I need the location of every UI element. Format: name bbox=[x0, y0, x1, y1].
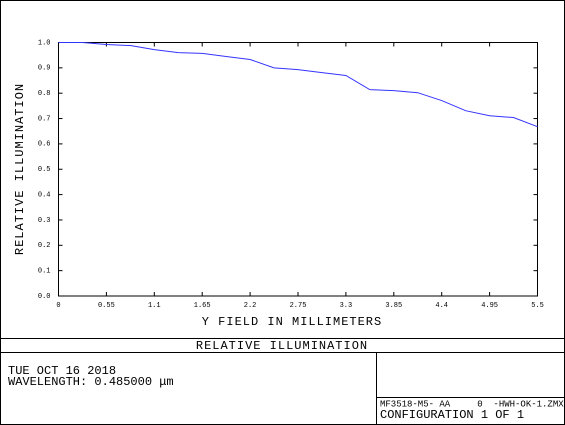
x-axis-label: Y FIELD IN MILLIMETERS bbox=[202, 315, 382, 329]
plot-frame bbox=[58, 42, 538, 297]
y-tick-label: 1.0 bbox=[38, 39, 51, 47]
y-tick-label: 0.0 bbox=[38, 293, 51, 301]
y-tick-label: 0.4 bbox=[38, 191, 51, 199]
x-tick-label: 0 bbox=[56, 302, 60, 310]
x-tick-label: 4.95 bbox=[481, 302, 498, 310]
file-name: MF3518-M5- AA 0 -HWH-OK-1.ZMX bbox=[380, 399, 564, 409]
x-tick-label: 5.5 bbox=[531, 302, 544, 310]
x-tick-label: 4.4 bbox=[435, 302, 448, 310]
y-axis-label: RELATIVE ILLUMINATION bbox=[13, 83, 27, 255]
y-tick-label: 0.6 bbox=[38, 141, 51, 149]
x-tick-label: 2.2 bbox=[244, 302, 257, 310]
date: TUE OCT 16 2018 bbox=[8, 364, 116, 378]
x-tick-label: 3.3 bbox=[340, 302, 353, 310]
x-tick-label: 1.1 bbox=[148, 302, 161, 310]
chart-title: RELATIVE ILLUMINATION bbox=[196, 339, 368, 353]
y-tick-label: 0.5 bbox=[38, 166, 51, 174]
y-tick-label: 0.3 bbox=[38, 217, 51, 225]
y-tick-label: 0.9 bbox=[38, 65, 51, 73]
y-tick-label: 0.7 bbox=[38, 115, 51, 123]
y-tick-label: 0.1 bbox=[38, 267, 51, 275]
x-tick-label: 1.65 bbox=[194, 302, 211, 310]
configuration: CONFIGURATION 1 OF 1 bbox=[380, 408, 524, 422]
y-tick-label: 0.2 bbox=[38, 242, 51, 250]
y-tick-label: 0.8 bbox=[38, 90, 51, 98]
data-line bbox=[58, 42, 538, 128]
x-tick-label: 2.75 bbox=[290, 302, 307, 310]
x-tick-label: 3.85 bbox=[385, 302, 402, 310]
x-tick-label: 0.55 bbox=[98, 302, 115, 310]
wavelength: WAVELENGTH: 0.485000 μm bbox=[8, 375, 174, 389]
